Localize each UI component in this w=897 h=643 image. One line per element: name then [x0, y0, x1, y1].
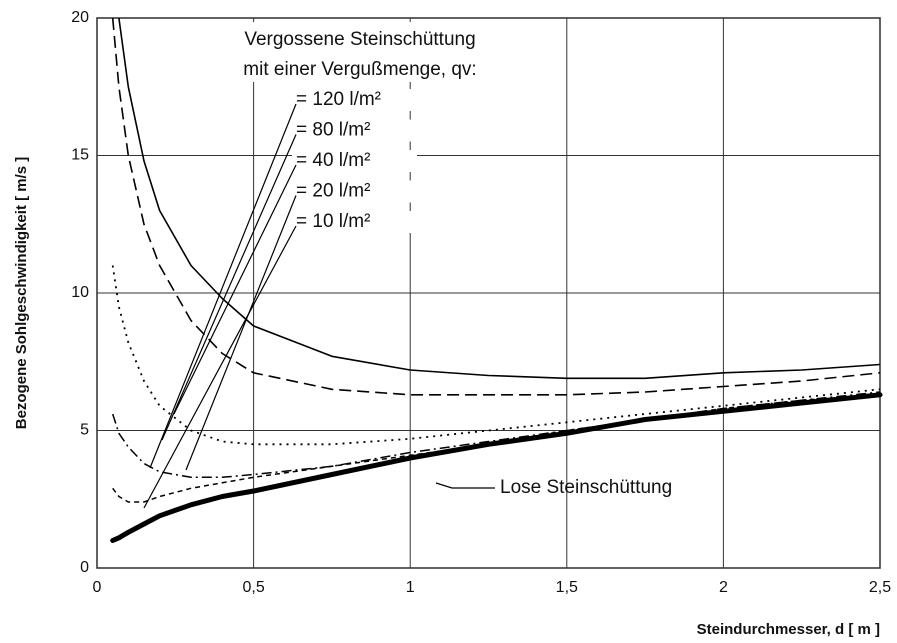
y-tick-label: 20 [71, 9, 89, 26]
leader-line [185, 195, 297, 471]
legend-subtitle: mit einer Vergußmenge, qv: [243, 59, 476, 80]
x-tick-label: 2 [719, 579, 728, 596]
y-axis-title: Bezogene Sohlgeschwindigkeit [ m/s ] [13, 157, 30, 430]
legend-backdrop [292, 119, 417, 142]
legend-title: Vergossene Steinschüttung [244, 29, 475, 50]
annotations: Vergossene Steinschüttung mit einer Verg… [143, 22, 672, 509]
series-line [110, 392, 883, 543]
leader-line [161, 134, 297, 441]
y-tick-label: 0 [80, 559, 89, 576]
x-tick-label: 0 [93, 579, 102, 596]
x-tick-label: 1,5 [556, 579, 578, 596]
leader-line [435, 482, 495, 489]
y-tick-label: 15 [71, 147, 89, 164]
y-tick-label: 5 [80, 422, 89, 439]
y-tick-label: 10 [71, 284, 89, 301]
legend-label: = 10 l/m² [296, 211, 370, 232]
series-line [111, 17, 881, 396]
legend-backdrop [292, 211, 417, 233]
leader-line [149, 103, 297, 469]
x-tick-label: 0,5 [242, 579, 264, 596]
series-annotation: Lose Steinschüttung [500, 477, 672, 498]
legend-label: = 120 l/m² [296, 89, 381, 110]
title-backdrop [190, 22, 530, 82]
series-line [112, 394, 881, 503]
x-tick-label: 2,5 [869, 579, 891, 596]
legend-backdrop [292, 89, 417, 111]
legend-label: = 80 l/m² [296, 120, 370, 141]
legend-backdrop [292, 150, 417, 172]
legend-label: = 40 l/m² [296, 150, 370, 171]
x-axis-title: Steindurchmesser, d [ m ] [697, 621, 880, 638]
legend-backdrop [292, 180, 417, 203]
series-line [111, 265, 881, 446]
leader-line [143, 225, 297, 509]
leader-line [173, 164, 297, 415]
series-line [118, 17, 881, 380]
legend-label: = 20 l/m² [296, 181, 370, 202]
series-group [96, 17, 883, 569]
x-tick-label: 1 [406, 579, 415, 596]
